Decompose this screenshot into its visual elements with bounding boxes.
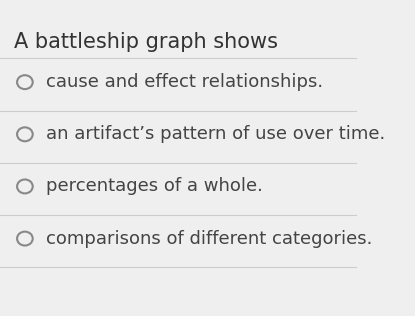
- Text: percentages of a whole.: percentages of a whole.: [46, 178, 263, 195]
- Text: comparisons of different categories.: comparisons of different categories.: [46, 230, 373, 247]
- Text: cause and effect relationships.: cause and effect relationships.: [46, 73, 323, 91]
- Text: an artifact’s pattern of use over time.: an artifact’s pattern of use over time.: [46, 125, 386, 143]
- Text: A battleship graph shows: A battleship graph shows: [14, 32, 278, 52]
